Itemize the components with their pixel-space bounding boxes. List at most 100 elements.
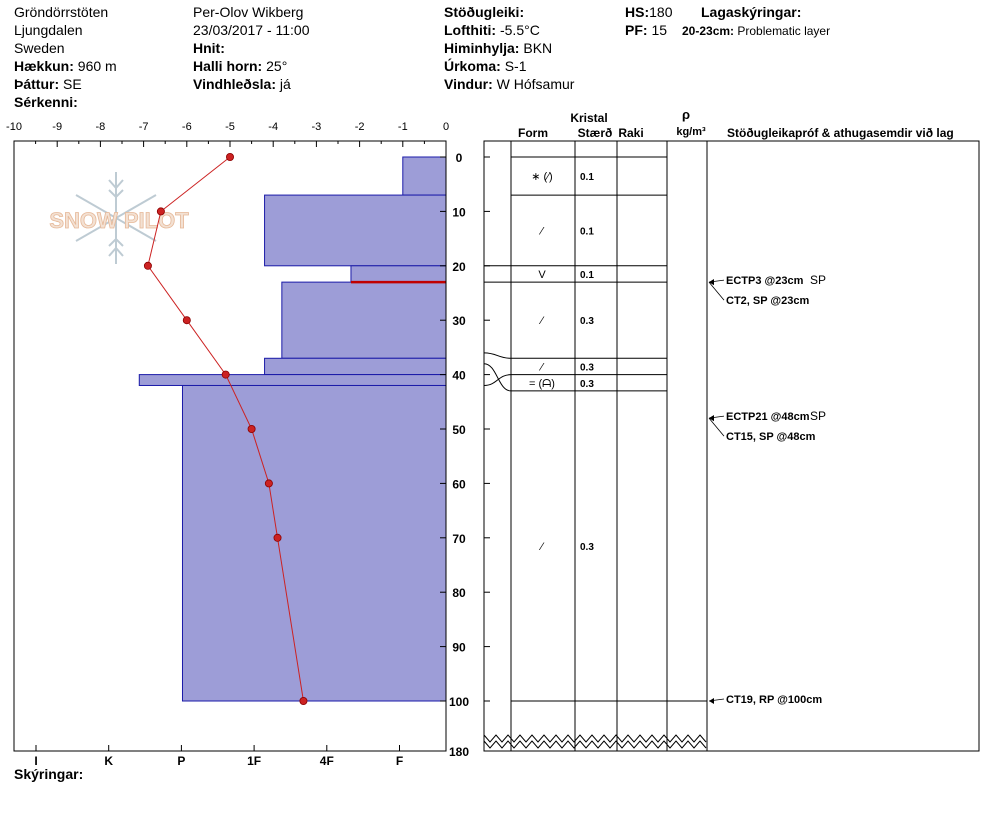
size-header: Stærð: [578, 126, 613, 140]
crystal-size-6: 0.3: [580, 542, 594, 553]
snowpilot-logo: SNOW PILOT: [49, 172, 190, 264]
header-slope: Halli horn: 25°: [193, 58, 288, 74]
header-stability: Stöðugleiki:: [444, 4, 525, 20]
moisture-header: Raki: [618, 126, 643, 140]
depth-tick-label: 100: [449, 695, 469, 709]
watermark-text: SNOW PILOT: [49, 208, 189, 233]
stability-test-suffix-0: SP: [810, 273, 826, 287]
header-observer: Per-Olov Wikberg: [193, 4, 304, 20]
stability-test-arrowhead-3: [709, 415, 714, 422]
depth-tick-label: 50: [452, 423, 466, 437]
hardness-tick-label: K: [104, 754, 113, 768]
crystal-form-1: ⁄: [538, 225, 545, 237]
tests-header: Stöðugleikapróf & athugasemdir við lag: [727, 126, 954, 140]
temperature-point-3: [182, 316, 191, 325]
header-wind-loading: Vindhleðsla: já: [193, 76, 291, 92]
hardness-tick-label: P: [177, 754, 185, 768]
depth-tick-label: 90: [452, 641, 466, 655]
axis-break-upper: [483, 734, 707, 743]
hardness-bar-0: [402, 156, 447, 196]
stability-test-0: ECTP3 @23cm: [726, 275, 804, 287]
crystal-size-0: 0.1: [580, 172, 594, 183]
temp-tick-label: -6: [182, 121, 192, 133]
temp-tick-label: -8: [96, 121, 106, 133]
depth-connector-4: [483, 363, 512, 392]
depth-tick-label: 60: [452, 477, 466, 491]
temp-tick-label: -2: [355, 121, 365, 133]
hardness-bar-5: [138, 374, 447, 386]
form-header: Form: [518, 126, 548, 140]
temp-tick-label: 0: [443, 121, 449, 133]
header-sky: Himinhylja: BKN: [444, 40, 553, 56]
stability-test-1: CT2, SP @23cm: [726, 295, 810, 307]
stability-test-arrow-1: [708, 281, 725, 301]
hardness-bar-1: [264, 194, 447, 267]
depth-tick-label: 20: [452, 260, 466, 274]
hardness-bar-2: [350, 265, 447, 283]
temperature-point-5: [247, 424, 256, 433]
header-air-temp: Lofthiti: -5.5°C: [444, 22, 540, 38]
temperature-point-2: [143, 261, 152, 270]
hardness-tick-label: F: [396, 754, 403, 768]
header-special: Sérkenni:: [14, 94, 78, 110]
crystal-size-3: 0.3: [580, 316, 594, 327]
header-aspect: Þáttur: SE: [14, 76, 82, 92]
temp-tick-label: -5: [225, 121, 235, 133]
density-unit-header: kg/m³: [676, 126, 706, 138]
depth-tick-label: 70: [452, 532, 466, 546]
stability-test-2: ECTP21 @48cm: [726, 411, 810, 423]
kristal-header: Kristal: [570, 111, 607, 125]
header-wind: Vindur: W Hófsamur: [444, 76, 575, 92]
crystal-size-2: 0.1: [580, 270, 594, 281]
depth-tick-label: 180: [449, 745, 469, 759]
crystal-form-4: ⁄: [538, 361, 545, 373]
crystal-size-5: 0.3: [580, 379, 594, 390]
crystal-size-1: 0.1: [580, 226, 594, 237]
stability-test-suffix-2: SP: [810, 409, 826, 423]
rho-header: ρ: [682, 107, 690, 122]
hardness-bar-4: [264, 357, 447, 376]
depth-tick-label: 10: [452, 205, 466, 219]
header-pf: PF: 15: [625, 22, 668, 38]
crystal-size-4: 0.3: [580, 362, 594, 373]
temp-tick-label: -3: [312, 121, 322, 133]
header-region: Ljungdalen: [14, 22, 83, 38]
header-elevation: Hækkun: 960 m: [14, 58, 117, 74]
crystal-form-2: V: [538, 269, 546, 281]
temperature-point-1: [156, 207, 165, 216]
header-country: Sweden: [14, 40, 65, 56]
header-precip: Úrkoma: S-1: [444, 58, 527, 74]
footer-notes: Skýringar:: [14, 766, 84, 782]
depth-tick-label: 80: [452, 586, 466, 600]
header-legend-entry: 20-23cm: Problematic layer: [682, 24, 831, 38]
crystal-form-6: ⁄: [538, 541, 545, 553]
temperature-point-4: [221, 370, 230, 379]
header-legend-label: Lagaskýringar:: [701, 4, 802, 20]
temp-tick-label: -9: [52, 121, 62, 133]
depth-connector-2: [483, 352, 512, 359]
temp-tick-label: -10: [6, 121, 22, 133]
hardness-tick-label: 1F: [247, 754, 261, 768]
depth-connector-3: [483, 374, 512, 386]
crystal-form-5: = (ᗩ): [529, 378, 555, 390]
temperature-point-0: [225, 152, 234, 161]
crystal-form-3: ⁄: [538, 315, 545, 327]
stability-test-3: CT15, SP @48cm: [726, 431, 816, 443]
crystal-form-0: ∗ (⁄): [531, 171, 552, 183]
temp-tick-label: -4: [268, 121, 278, 133]
hardness-tick-label: 4F: [320, 754, 334, 768]
depth-tick-label: 40: [452, 369, 466, 383]
header-coords: Hnit:: [193, 40, 225, 56]
stability-test-4: CT19, RP @100cm: [726, 694, 822, 706]
table-frame: [483, 140, 980, 752]
temperature-point-6: [264, 479, 273, 488]
hardness-bar-3: [281, 281, 447, 359]
temp-tick-label: -1: [398, 121, 408, 133]
header-hs: HS:180: [625, 4, 673, 20]
header-location: Gröndörrstöten: [14, 4, 109, 20]
stability-test-arrowhead-1: [709, 279, 714, 286]
temperature-point-7: [273, 533, 282, 542]
depth-tick-label: 30: [452, 314, 466, 328]
stability-test-arrow-3: [708, 417, 725, 437]
